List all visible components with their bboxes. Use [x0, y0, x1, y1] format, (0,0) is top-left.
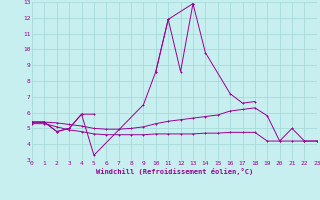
X-axis label: Windchill (Refroidissement éolien,°C): Windchill (Refroidissement éolien,°C) — [96, 168, 253, 175]
